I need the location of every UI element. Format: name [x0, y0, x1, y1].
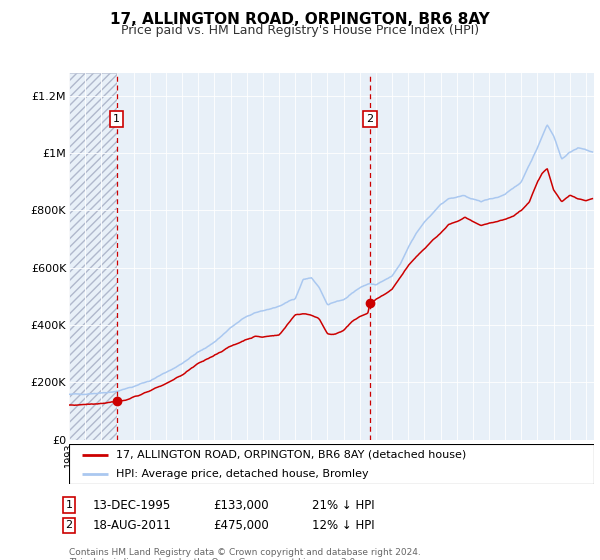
Text: 18-AUG-2011: 18-AUG-2011 — [93, 519, 172, 532]
Text: £133,000: £133,000 — [213, 498, 269, 512]
Text: 1: 1 — [113, 114, 121, 124]
Text: Price paid vs. HM Land Registry's House Price Index (HPI): Price paid vs. HM Land Registry's House … — [121, 24, 479, 37]
Bar — [69, 73, 117, 440]
Text: 12% ↓ HPI: 12% ↓ HPI — [312, 519, 374, 532]
Text: 17, ALLINGTON ROAD, ORPINGTON, BR6 8AY: 17, ALLINGTON ROAD, ORPINGTON, BR6 8AY — [110, 12, 490, 27]
Text: 21% ↓ HPI: 21% ↓ HPI — [312, 498, 374, 512]
Text: 17, ALLINGTON ROAD, ORPINGTON, BR6 8AY (detached house): 17, ALLINGTON ROAD, ORPINGTON, BR6 8AY (… — [116, 450, 467, 460]
Text: £475,000: £475,000 — [213, 519, 269, 532]
Text: 13-DEC-1995: 13-DEC-1995 — [93, 498, 171, 512]
Text: 2: 2 — [367, 114, 374, 124]
Text: Contains HM Land Registry data © Crown copyright and database right 2024.
This d: Contains HM Land Registry data © Crown c… — [69, 548, 421, 560]
Text: HPI: Average price, detached house, Bromley: HPI: Average price, detached house, Brom… — [116, 469, 369, 478]
Text: 1: 1 — [65, 500, 73, 510]
Text: 2: 2 — [65, 520, 73, 530]
